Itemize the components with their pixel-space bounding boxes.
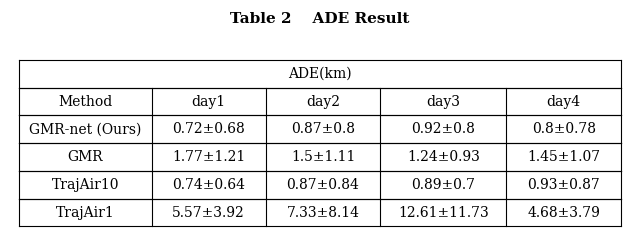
Text: 1.45±1.07: 1.45±1.07 <box>527 150 600 164</box>
Text: TrajAir1: TrajAir1 <box>56 206 115 219</box>
Text: 0.72±0.68: 0.72±0.68 <box>172 122 245 136</box>
Text: ADE(km): ADE(km) <box>288 67 352 81</box>
Text: Method: Method <box>58 95 113 109</box>
Text: day3: day3 <box>426 95 460 109</box>
Text: 1.77±1.21: 1.77±1.21 <box>172 150 245 164</box>
Text: 7.33±8.14: 7.33±8.14 <box>287 206 360 219</box>
Text: day4: day4 <box>547 95 580 109</box>
Text: 0.74±0.64: 0.74±0.64 <box>172 178 245 192</box>
Text: 12.61±11.73: 12.61±11.73 <box>398 206 489 219</box>
Text: 5.57±3.92: 5.57±3.92 <box>172 206 245 219</box>
Text: day2: day2 <box>306 95 340 109</box>
Text: 1.24±0.93: 1.24±0.93 <box>407 150 480 164</box>
Text: 0.92±0.8: 0.92±0.8 <box>412 122 476 136</box>
Text: 0.93±0.87: 0.93±0.87 <box>527 178 600 192</box>
Text: TrajAir10: TrajAir10 <box>52 178 119 192</box>
Text: day1: day1 <box>191 95 226 109</box>
Text: 1.5±1.11: 1.5±1.11 <box>291 150 355 164</box>
Text: 4.68±3.79: 4.68±3.79 <box>527 206 600 219</box>
Text: GMR-net (Ours): GMR-net (Ours) <box>29 122 141 136</box>
Text: 0.87±0.84: 0.87±0.84 <box>287 178 360 192</box>
Text: 0.8±0.78: 0.8±0.78 <box>532 122 596 136</box>
Text: 0.87±0.8: 0.87±0.8 <box>291 122 355 136</box>
Text: Table 2    ADE Result: Table 2 ADE Result <box>230 12 410 26</box>
Text: 0.89±0.7: 0.89±0.7 <box>412 178 476 192</box>
Text: GMR: GMR <box>68 150 103 164</box>
